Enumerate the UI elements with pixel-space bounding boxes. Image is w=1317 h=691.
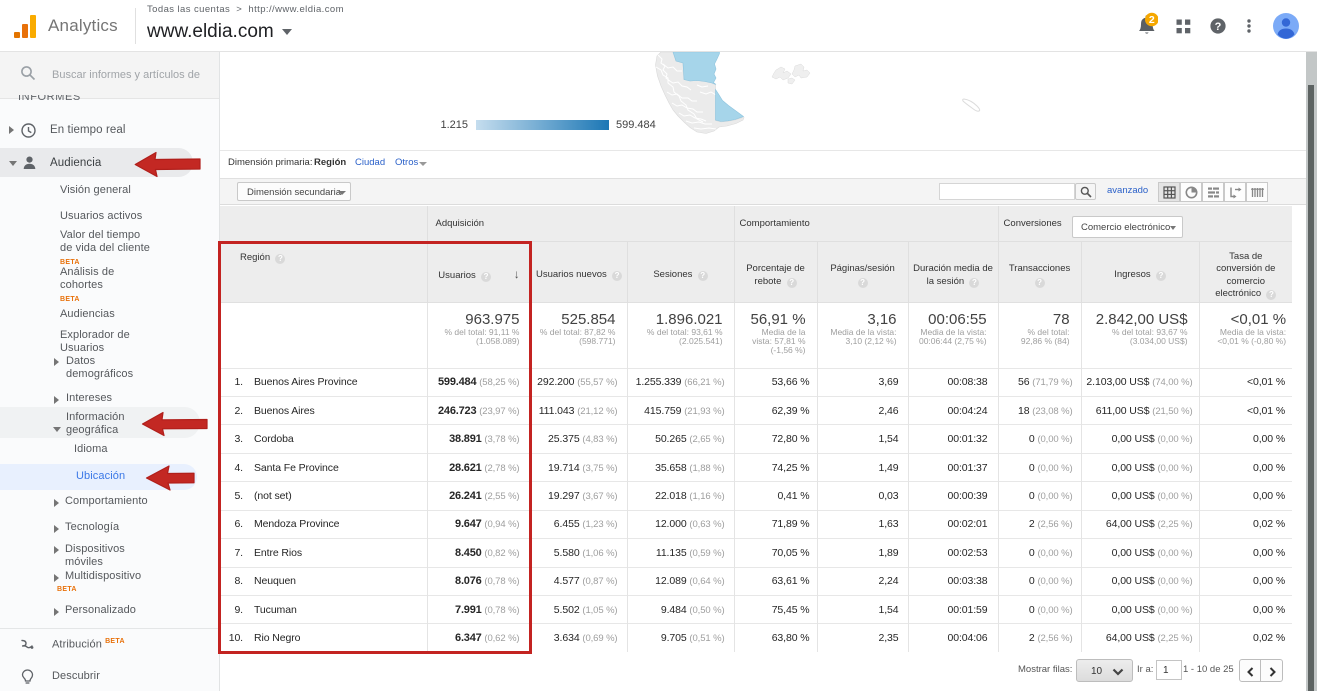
svg-text:2: 2 [1149, 14, 1155, 26]
svg-text:?: ? [1215, 21, 1222, 33]
